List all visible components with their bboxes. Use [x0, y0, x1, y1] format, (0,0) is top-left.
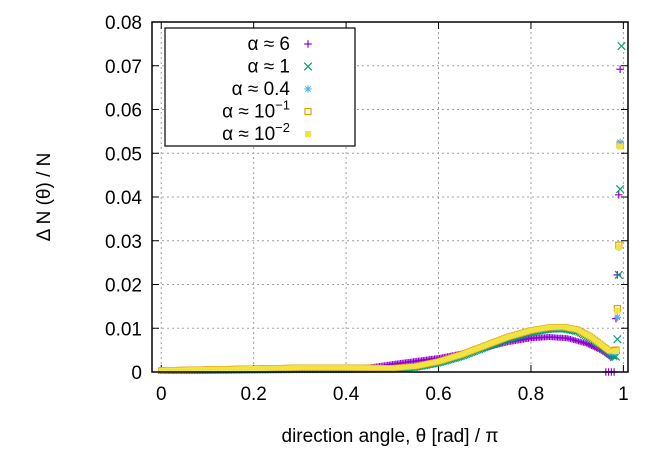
x-tick-label: 0.6: [425, 384, 451, 405]
y-tick-label: 0.02: [105, 276, 142, 297]
y-tick-label: 0.06: [105, 101, 142, 122]
y-tick-label: 0.04: [105, 188, 142, 209]
legend-label: α ≈ 1: [247, 57, 290, 78]
x-tick-label: 0.2: [240, 384, 266, 405]
data-point: [613, 334, 622, 344]
data-point: [615, 244, 622, 251]
legend-marker: [303, 62, 313, 71]
y-tick-label: 0.08: [105, 13, 142, 34]
axis-ticks: 0 0.2 0.4 0.6 0.8 1 0 0.01 0.02 0.03 0.04 0.05 0.06 0…: [105, 13, 629, 405]
legend-label: α ≈ 10−1: [222, 98, 290, 123]
data-point: [614, 191, 623, 199]
legend-label: α ≈ 6: [247, 34, 290, 55]
data-point: [613, 271, 622, 279]
data-point: [613, 313, 622, 322]
data-point: [612, 347, 620, 355]
legend-marker: [304, 107, 312, 116]
x-axis-label: direction angle, θ [rad] / π: [282, 426, 499, 447]
data-point: [615, 184, 625, 194]
data-point: [614, 307, 621, 314]
y-tick-label: 0.03: [105, 232, 142, 253]
legend-label: α ≈ 10−2: [222, 120, 290, 145]
legend-label: α ≈ 0.4: [232, 79, 291, 100]
x-tick-label: 0.4: [333, 384, 360, 405]
x-tick-label: 0: [156, 384, 167, 405]
y-tick-label: 0: [131, 363, 142, 384]
legend-box: [164, 27, 356, 147]
y-tick-label: 0.01: [105, 319, 142, 340]
data-point: [616, 65, 624, 74]
data-point: [616, 138, 624, 147]
data-point: [617, 41, 626, 51]
data-series: [157, 41, 626, 376]
legend-marker: [304, 40, 312, 48]
y-tick-label: 0.05: [105, 144, 142, 165]
legend-marker: [304, 130, 312, 138]
plot-frame: [151, 21, 629, 373]
y-axis-label: Δ N (θ) / N: [34, 153, 55, 242]
x-tick-label: 0.8: [518, 384, 544, 405]
data-point: [617, 143, 624, 150]
legend: α ≈ 6α ≈ 1α ≈ 0.4α ≈ 10−1α ≈ 10−2: [164, 27, 356, 147]
legend-marker: [304, 85, 312, 93]
data-point: [614, 270, 623, 280]
x-tick-label: 1: [618, 384, 629, 405]
y-tick-label: 0.07: [105, 57, 142, 78]
series-4: [158, 143, 624, 373]
